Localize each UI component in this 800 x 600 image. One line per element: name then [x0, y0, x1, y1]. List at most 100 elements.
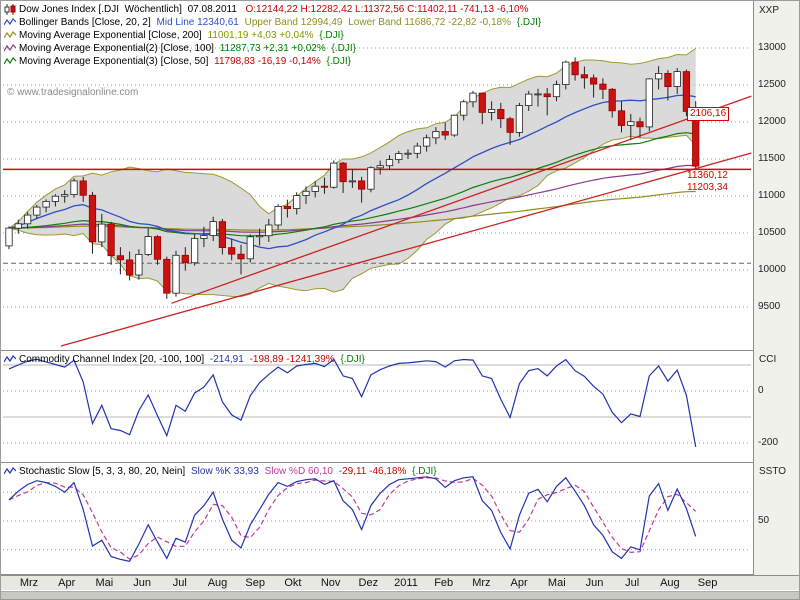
candle-body — [116, 255, 124, 261]
pane-separator[interactable] — [1, 350, 799, 351]
axis-tick-label: -200 — [758, 437, 779, 448]
legend-text: Moving Average Exponential(3) [Close, 50… — [19, 56, 212, 67]
candlestick-icon — [4, 4, 16, 15]
legend-text: {.DJI} — [340, 354, 365, 365]
candle-body — [395, 153, 403, 161]
legend-row[interactable]: Commodity Channel Index [20, -100, 100] … — [4, 353, 365, 366]
line-series-icon — [4, 355, 16, 363]
legend-text: O:12144,22 H:12282,42 L:11372,56 C:11402… — [245, 4, 529, 15]
stoch-k-line — [8, 476, 697, 562]
legend-text: 11001,19 +4,03 +0,04% — [207, 30, 317, 41]
legend-text: {.DJI} — [412, 466, 437, 477]
candle-body — [469, 92, 477, 103]
candle-body — [51, 195, 60, 202]
axis-tick-label: 12000 — [758, 116, 786, 127]
candle-body — [302, 190, 310, 196]
month-label: Aug — [207, 577, 228, 589]
candle-body — [664, 73, 672, 88]
legend-text: Dow Jones Index [.DJI Wöchentlich] — [19, 4, 185, 15]
candle-body — [107, 223, 115, 257]
legend-text: Stochastic Slow [5, 3, 3, 80, 20, Nein] — [19, 466, 188, 477]
trend-line[interactable] — [60, 152, 752, 347]
candle-body — [487, 109, 496, 113]
stochastic-pane[interactable] — [1, 463, 753, 574]
legend-text: Bollinger Bands [Close, 20, 2] — [19, 17, 154, 28]
axis-tick-label: 10000 — [758, 264, 786, 275]
month-label: Dez — [358, 577, 379, 589]
legend-text: 11798,83 -16,19 -0,14% — [214, 56, 324, 67]
candle-body — [376, 165, 384, 169]
month-label: Mrz — [19, 577, 39, 589]
legend-text: 07.08.2011 — [187, 4, 243, 15]
month-label: Mrz — [472, 577, 491, 589]
legend-text: {.DJI} — [326, 56, 351, 67]
candle-body — [339, 162, 347, 183]
horizontal-scrollbar[interactable] — [1, 591, 799, 599]
candle-body — [200, 235, 208, 239]
candle-body — [552, 84, 561, 98]
month-label: Nov — [320, 577, 341, 589]
legend-row[interactable]: Moving Average Exponential(3) [Close, 50… — [4, 55, 541, 68]
month-label: 2011 — [394, 577, 418, 589]
price-line-label: 11360,12 — [687, 170, 728, 181]
legend-text: Slow %D 60,10 — [264, 466, 336, 477]
pane-separator[interactable] — [1, 462, 799, 463]
main-price-pane[interactable] — [1, 1, 753, 350]
candle-body — [209, 221, 217, 236]
candle-body — [283, 205, 292, 209]
candle-body — [172, 254, 180, 294]
month-label: Feb — [434, 577, 454, 589]
time-axis: Mrz Apr Mai Jun Jul Aug Sep Okt Nov Dez 2011 Feb Mrz… — [1, 575, 799, 590]
legend-row[interactable]: Moving Average Exponential [Close, 200] … — [4, 29, 541, 42]
ema-100-line — [8, 164, 696, 233]
axis-tick-label: 50 — [758, 515, 770, 526]
candle-body — [562, 61, 570, 85]
legend-row[interactable]: Bollinger Bands [Close, 20, 2] Mid Line … — [4, 16, 541, 29]
legend-row[interactable]: Moving Average Exponential(2) [Close, 10… — [4, 42, 541, 55]
legend-text: Moving Average Exponential [Close, 200] — [19, 30, 205, 41]
month-label: Sep — [245, 577, 265, 589]
legend-text: Moving Average Exponential(2) [Close, 10… — [19, 43, 217, 54]
month-label: Jun — [133, 577, 151, 589]
line-series-icon — [4, 31, 16, 39]
main-scale-label: XXP — [759, 5, 780, 16]
axis-tick-label: 11000 — [758, 190, 786, 201]
cci-line — [8, 358, 697, 448]
candle-body — [61, 194, 69, 197]
trend-line[interactable] — [171, 95, 752, 304]
axis-tick-label: 13000 — [758, 42, 786, 53]
bollinger-mid-line — [8, 94, 696, 250]
legend-text: -214,91 — [209, 354, 247, 365]
month-label: Jun — [585, 577, 604, 589]
price-axis[interactable] — [753, 1, 799, 575]
candle-body — [135, 253, 143, 276]
candle-body — [348, 180, 357, 183]
legend-text: Lower Band 11686,72 -22,82 -0,18% — [348, 17, 514, 28]
axis-tick-label: 0 — [758, 385, 764, 396]
legend-row[interactable]: Dow Jones Index [.DJI Wöchentlich] 07.08… — [4, 3, 541, 16]
candle-body — [404, 152, 412, 155]
month-label: Mai — [95, 577, 114, 589]
candle-body — [525, 93, 533, 106]
cci-pane[interactable] — [1, 351, 753, 461]
axis-tick-label: 11500 — [758, 153, 786, 164]
legend-text: -29,11 -46,18% — [338, 466, 410, 477]
candle-body — [5, 227, 13, 247]
candle-body — [42, 200, 50, 208]
month-label: Apr — [510, 577, 528, 589]
candle-body — [23, 214, 32, 225]
bollinger-lower-line — [8, 134, 697, 298]
axis-tick-label: 9500 — [758, 301, 781, 312]
month-label: Jul — [625, 577, 640, 589]
ema-50-line — [8, 132, 696, 237]
legend-row[interactable]: Stochastic Slow [5, 3, 3, 80, 20, Nein] … — [4, 465, 437, 478]
candle-body — [14, 223, 22, 229]
month-label: Apr — [58, 577, 76, 589]
line-series-icon — [4, 57, 16, 65]
candle-body — [422, 137, 431, 147]
candle-body — [70, 180, 78, 195]
legend-text: {.DJI} — [319, 30, 344, 41]
candle-body — [153, 236, 162, 260]
candle-body — [293, 195, 301, 210]
